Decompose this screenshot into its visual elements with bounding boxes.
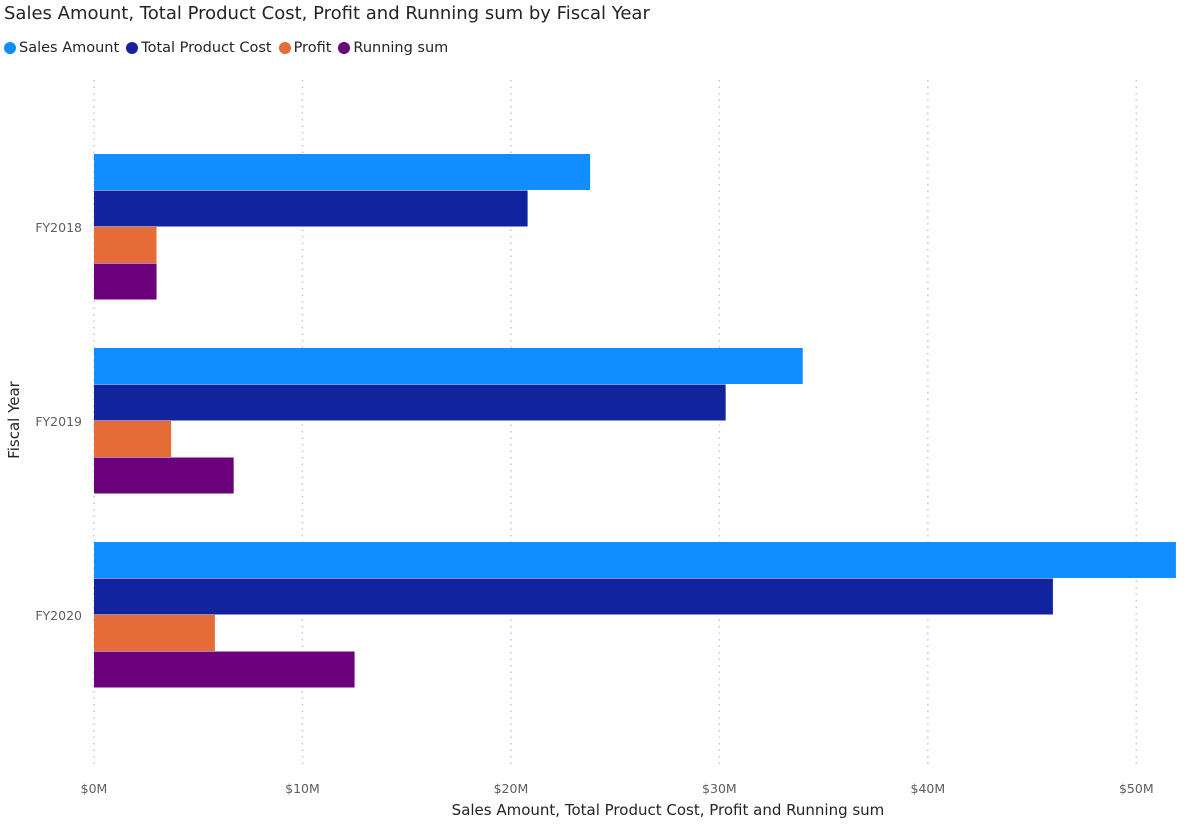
y-axis-title: Fiscal Year xyxy=(5,380,23,458)
bar-profit-fy2019 xyxy=(94,421,172,457)
bar-sales-amount-fy2019 xyxy=(94,348,803,384)
legend-label: Sales Amount xyxy=(19,40,120,56)
x-tick-label: $10M xyxy=(285,781,320,796)
x-tick-label: $40M xyxy=(911,781,946,796)
x-tick-label: $30M xyxy=(702,781,737,796)
x-tick-label: $0M xyxy=(81,781,108,796)
x-tick-label: $20M xyxy=(494,781,529,796)
legend-label: Running sum xyxy=(353,40,449,56)
bar-total-product-cost-fy2018 xyxy=(94,190,528,227)
legend-label: Total Product Cost xyxy=(141,40,272,56)
legend: Sales Amount Total Product Cost Profit R… xyxy=(4,40,455,56)
legend-item-total-product-cost[interactable]: Total Product Cost xyxy=(126,40,272,56)
legend-marker xyxy=(126,42,139,54)
x-axis-title: Sales Amount, Total Product Cost, Profit… xyxy=(452,801,885,819)
bar-sales-amount-fy2018 xyxy=(94,154,591,190)
legend-item-profit[interactable]: Profit xyxy=(278,40,332,56)
chart-title: Sales Amount, Total Product Cost, Profit… xyxy=(4,3,650,24)
legend-marker xyxy=(278,42,291,54)
y-tick-label: FY2020 xyxy=(35,608,82,623)
bar-sales-amount-fy2020 xyxy=(94,542,1176,578)
bar-running-sum-fy2018 xyxy=(94,263,157,300)
legend-item-sales-amount[interactable]: Sales Amount xyxy=(4,40,119,56)
y-tick-label: FY2018 xyxy=(35,220,82,235)
legend-marker xyxy=(4,42,16,54)
x-tick-label: $50M xyxy=(1119,781,1154,796)
legend-label: Profit xyxy=(293,40,332,56)
bar-total-product-cost-fy2020 xyxy=(94,578,1053,615)
bar-total-product-cost-fy2019 xyxy=(94,384,726,421)
bar-running-sum-fy2020 xyxy=(94,651,355,688)
bar-profit-fy2018 xyxy=(94,227,157,263)
bar-running-sum-fy2019 xyxy=(94,457,234,494)
legend-item-running-sum[interactable]: Running sum xyxy=(338,40,448,56)
legend-marker xyxy=(338,42,351,54)
bar-profit-fy2020 xyxy=(94,615,215,651)
y-tick-label: FY2019 xyxy=(35,414,82,429)
